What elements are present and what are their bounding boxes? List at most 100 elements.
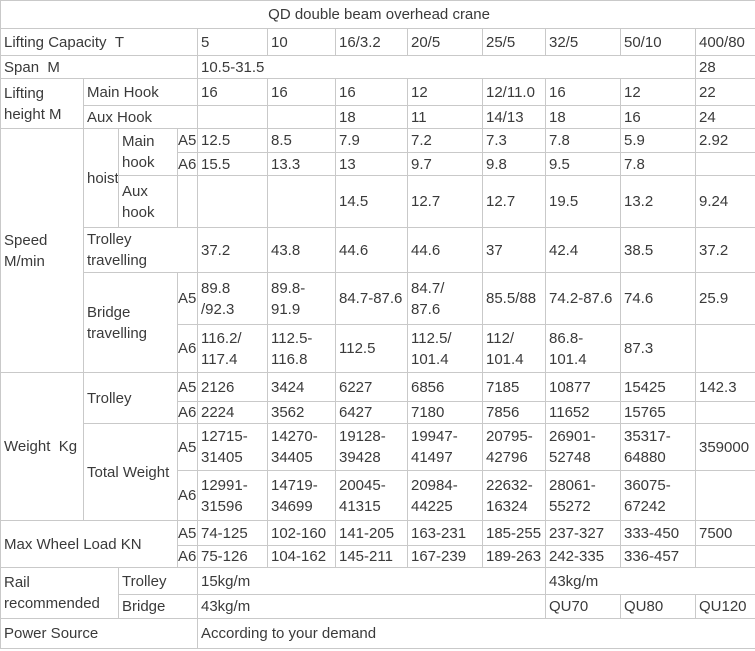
capacity-value: 50/10 [620,28,696,56]
aux-hook-value: 16 [620,105,696,129]
total-weight-a6-row: A6 12991- 31596 14719- 34699 20045- 4131… [1,470,755,521]
hoist-main-a5-value: 7.3 [482,128,546,153]
bridge-a6-value: 86.8- 101.4 [545,324,621,373]
rail-bridge-qu-value: QU120 [694,594,755,619]
hoist-main-a6-value: 13 [335,152,408,176]
hoist-main-a6-value: 9.8 [482,152,546,176]
hoist-main-a6-value: 9.5 [545,152,621,176]
max-wheel-a5-value: 102-160 [267,520,336,546]
bridge-a6-value: 112.5/ 101.4 [407,324,483,373]
hoist-main-a6-value: 9.7 [407,152,483,176]
total-weight-a5-value: 19128- 39428 [335,423,408,471]
max-wheel-a6-row: A6 75-126 104-162 145-211 167-239 189-26… [1,545,755,568]
main-hook-value: 12 [407,78,483,106]
weight-trolley-a6-value: 11652 [545,401,621,424]
a6-cell: A6 [177,545,198,568]
weight-trolley-a6-row: A6 2224 3562 6427 7180 7856 11652 15765 [1,401,755,424]
total-weight-a5-value: 19947- 41497 [407,423,483,471]
total-weight-a5-value: 14270- 34405 [267,423,336,471]
a5-cell: A5 [177,272,198,325]
trolley-travelling-value: 43.8 [267,227,336,273]
main-hook-row: Lifting height M Main Hook 16 16 16 12 1… [0,78,755,129]
trolley-travelling-row: Trolley travelling 37.2 43.8 44.6 44.6 3… [1,227,755,273]
aux-hook-row: Aux Hook 18 11 14/13 18 16 24 [1,105,755,129]
max-wheel-load-label: Max Wheel Load KN [0,520,178,568]
aux-hook-value: 14/13 [482,105,546,129]
capacity-value: 25/5 [482,28,546,56]
weight-trolley-a5-value: 10877 [545,372,621,402]
bridge-a6-value: 87.3 [620,324,696,373]
bridge-a5-value: 74.6 [620,272,696,325]
total-weight-a6-value [694,470,755,521]
aux-hook-value: 18 [335,105,408,129]
trolley-travelling-value: 44.6 [407,227,483,273]
a6-cell: A6 [177,401,198,424]
trolley-travelling-value: 37 [482,227,546,273]
title-row: QD double beam overhead crane [0,0,755,29]
aux-hook-label: Aux Hook [83,105,198,129]
hoist-main-a5-value: 7.9 [335,128,408,153]
hoist-aux-hook-label: Aux hook [118,175,178,228]
bridge-a5-value: 89.8-91.9 [267,272,336,325]
rail-bridge-label: Bridge [118,594,198,619]
aux-hook-value [197,105,268,129]
main-hook-value: 12 [620,78,696,106]
capacity-value: 400/80 [694,28,755,56]
bridge-a5-value: 84.7/ 87.6 [407,272,483,325]
power-source-row: Power Source According to your demand [0,618,755,649]
max-wheel-a5-value: 163-231 [407,520,483,546]
weight-trolley-a6-value: 7856 [482,401,546,424]
weight-trolley-a5-value: 15425 [620,372,696,402]
rail-trolley-right-value: 43kg/m [544,567,755,595]
bridge-a6-value [694,324,755,373]
max-wheel-a5-value: 237-327 [545,520,621,546]
bridge-a6-value: 112.5 [335,324,408,373]
weight-trolley-a6-value [694,401,755,424]
span-row: Span M 10.5-31.5 28 [0,55,755,79]
trolley-travelling-value: 42.4 [545,227,621,273]
bridge-a5-value: 85.5/88 [482,272,546,325]
a5-cell: A5 [177,128,198,153]
capacity-value: 32/5 [545,28,621,56]
a5-cell: A5 [177,372,198,402]
rail-label: Rail recommended [0,567,119,619]
total-weight-a5-value: 359000 [694,423,755,471]
max-wheel-a6-value: 189-263 [482,545,546,568]
main-hook-value: 16 [545,78,621,106]
power-source-label: Power Source [0,618,198,649]
hoist-aux-value: 13.2 [620,175,696,228]
hoist-aux-value: 12.7 [407,175,483,228]
weight-trolley-a5-value: 7185 [482,372,546,402]
aux-hook-value [267,105,336,129]
max-wheel-a5-value: 7500 [694,520,755,546]
bridge-a6-value: 112/ 101.4 [482,324,546,373]
bridge-a5-value: 25.9 [694,272,755,325]
main-hook-value: 22 [694,78,755,106]
weight-trolley-a6-value: 3562 [267,401,336,424]
main-hook-value: 16 [267,78,336,106]
a6-cell: A6 [177,470,198,521]
hoist-aux-value: 19.5 [545,175,621,228]
hoist-main-a5-value: 8.5 [267,128,336,153]
trolley-travelling-value: 37.2 [694,227,755,273]
a5-cell: A5 [177,423,198,471]
total-weight-a5-value: 20795- 42796 [482,423,546,471]
weight-trolley-a5-value: 142.3 [694,372,755,402]
capacity-value: 10 [267,28,336,56]
main-hook-value: 16 [335,78,408,106]
capacity-value: 16/3.2 [335,28,408,56]
power-source-value: According to your demand [196,618,755,649]
empty-ax-cell [177,175,198,228]
span-label: Span M [0,55,198,79]
weight-trolley-a6-value: 6427 [335,401,408,424]
weight-trolley-a5-value: 6227 [335,372,408,402]
hoist-main-a5-value: 5.9 [620,128,696,153]
main-hook-value: 16 [197,78,268,106]
a6-cell: A6 [177,152,198,176]
span-value-main: 10.5-31.5 [197,55,696,79]
lifting-height-label: Lifting height M [0,78,84,129]
hoist-aux-value: 9.24 [694,175,755,228]
total-weight-a5-value: 12715- 31405 [197,423,268,471]
aux-hook-value: 11 [407,105,483,129]
hoist-main-a5-value: 12.5 [197,128,268,153]
